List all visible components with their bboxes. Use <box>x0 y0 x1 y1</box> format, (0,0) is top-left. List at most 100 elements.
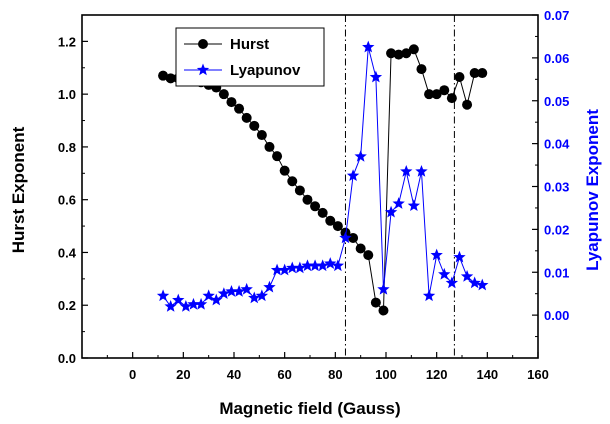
data-point <box>424 89 435 100</box>
y-right-tick-label: 0.00 <box>544 308 569 323</box>
data-point <box>240 282 253 295</box>
data-point <box>415 164 428 177</box>
data-point <box>158 70 169 81</box>
data-point <box>248 291 261 304</box>
data-point <box>255 289 269 302</box>
data-point <box>430 248 443 261</box>
data-point <box>468 276 481 289</box>
data-point <box>439 85 450 96</box>
legend-hurst-marker <box>198 39 208 49</box>
data-point <box>477 68 488 79</box>
data-point <box>446 93 457 104</box>
data-point <box>324 257 337 269</box>
y-left-tick-label: 0.6 <box>58 193 76 208</box>
data-point <box>476 278 489 291</box>
y-left-tick-label: 0.4 <box>58 245 77 260</box>
data-point <box>263 280 276 293</box>
data-point <box>363 250 374 261</box>
data-point <box>355 243 366 254</box>
y-left-tick-label: 0.2 <box>58 298 76 313</box>
legend-hurst-label: Hurst <box>230 36 269 53</box>
data-point <box>416 64 427 75</box>
data-point <box>445 276 459 289</box>
data-point <box>234 103 245 114</box>
data-point <box>454 72 465 83</box>
data-point <box>301 259 314 272</box>
data-point <box>278 263 291 276</box>
data-point <box>164 300 177 312</box>
data-point <box>286 261 299 274</box>
data-point <box>392 197 405 209</box>
data-point <box>287 176 298 187</box>
data-point <box>293 261 307 274</box>
y-left-tick-label: 1.0 <box>58 87 76 102</box>
data-point <box>165 73 176 84</box>
data-point <box>407 199 421 212</box>
data-point <box>384 205 398 218</box>
data-point <box>302 194 313 205</box>
data-point <box>317 207 328 218</box>
y-axis-left-title: Hurst Exponent <box>9 126 28 253</box>
x-tick-label: 140 <box>476 367 498 382</box>
data-point <box>370 297 381 308</box>
data-point <box>217 287 231 299</box>
legend: Hurst Lyapunov <box>175 27 325 87</box>
data-point <box>331 259 345 272</box>
x-tick-label: 80 <box>328 367 342 382</box>
data-point <box>362 40 375 53</box>
data-point <box>339 231 352 244</box>
data-point <box>401 48 412 59</box>
data-point <box>460 270 474 282</box>
data-point <box>469 68 480 79</box>
x-tick-label: 40 <box>227 367 241 382</box>
y-right-tick-label: 0.01 <box>544 265 569 280</box>
data-point <box>393 49 404 60</box>
data-point <box>249 120 260 131</box>
data-point <box>194 297 208 310</box>
y-left-tick-label: 0.0 <box>58 351 76 366</box>
x-tick-label: 60 <box>277 367 291 382</box>
x-axis-title: Magnetic field (Gauss) <box>219 399 400 418</box>
data-point <box>172 293 185 306</box>
x-tick-label: 120 <box>426 367 448 382</box>
data-point <box>369 70 383 83</box>
y-right-tick-label: 0.04 <box>544 137 570 152</box>
data-point <box>346 169 360 182</box>
data-point <box>310 201 321 212</box>
data-point <box>210 293 223 306</box>
y-left-tick-label: 0.8 <box>58 140 76 155</box>
data-point <box>294 185 305 196</box>
y-left-tick-label: 1.2 <box>58 34 76 49</box>
x-tick-label: 160 <box>527 367 549 382</box>
x-tick-label: 20 <box>176 367 190 382</box>
data-point <box>270 263 284 276</box>
data-point <box>386 48 397 59</box>
data-point <box>316 259 329 272</box>
data-point <box>453 250 466 263</box>
data-point <box>225 285 238 297</box>
data-point <box>256 130 267 141</box>
data-point <box>325 215 336 226</box>
data-point <box>378 305 389 316</box>
legend-lyapunov-marker <box>196 63 210 76</box>
data-point <box>332 221 343 232</box>
data-point <box>422 289 436 302</box>
data-point <box>308 259 322 272</box>
data-point <box>438 267 451 280</box>
y-axis-right-title: Lyapunov Exponent <box>583 109 602 271</box>
data-point <box>462 99 473 110</box>
y-right-tick-label: 0.05 <box>544 94 569 109</box>
data-point <box>218 89 229 100</box>
data-point <box>279 165 290 176</box>
data-point <box>226 97 237 108</box>
data-point <box>377 282 390 295</box>
series-lyapunov <box>156 40 489 312</box>
data-point <box>232 285 246 297</box>
data-point <box>408 44 419 55</box>
data-point <box>272 151 283 162</box>
data-point <box>400 164 413 177</box>
data-point <box>264 141 275 152</box>
data-point <box>202 289 215 302</box>
data-point <box>348 232 359 243</box>
